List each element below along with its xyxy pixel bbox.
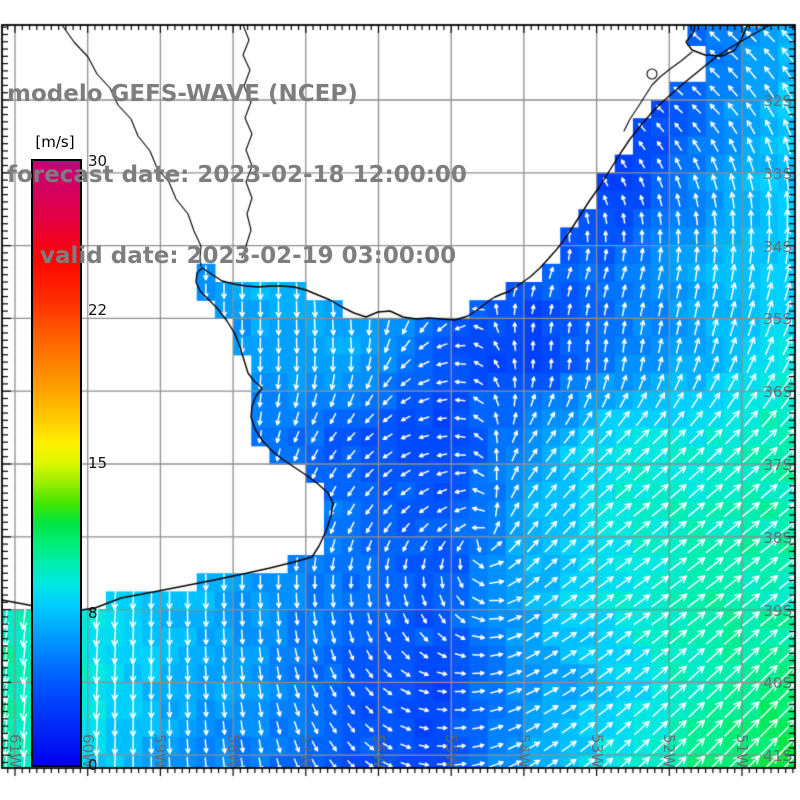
lon-label: 53W (587, 734, 606, 768)
colorbar-tick-0: 0 (88, 756, 98, 774)
colorbar-gradient (31, 159, 82, 767)
lat-label: 38S (763, 528, 792, 547)
lat-label: 40S (763, 674, 792, 693)
lat-label: 32S (763, 92, 792, 110)
colorbar-tick-8: 8 (88, 604, 98, 622)
model-title: modelo GEFS-WAVE (NCEP) (7, 81, 358, 107)
lon-label: 52W (660, 734, 679, 768)
valid-date-line: valid date: 2023-02-19 03:00:00 (40, 243, 457, 269)
lon-label: 59W (151, 734, 170, 768)
lat-label: 39S (763, 601, 792, 620)
lat-label: 37S (763, 456, 792, 474)
colorbar-tick-15: 15 (88, 454, 108, 472)
lon-label: 57W (296, 734, 315, 768)
colorbar-unit-label: [m/s] (35, 133, 75, 151)
lon-label: 61W (6, 734, 24, 768)
lat-label: 35S (763, 310, 792, 329)
title-block: modelo GEFS-WAVE (NCEP) forecast date: 2… (7, 27, 467, 324)
lon-label: 58W (224, 734, 243, 768)
lon-label: 51W (733, 734, 751, 768)
lon-label: 56W (369, 734, 388, 768)
forecast-date-line: forecast date: 2023-02-18 12:00:00 (7, 162, 467, 188)
lon-label: 54W (514, 734, 533, 768)
lat-label: 34S (763, 237, 792, 256)
lat-label: 33S (763, 164, 792, 183)
colorbar-tick-30: 30 (88, 152, 108, 170)
lat-label: 36S (763, 383, 792, 402)
lon-label: 55W (442, 734, 461, 768)
lat-label: 41S (763, 747, 792, 766)
colorbar-tick-22: 22 (88, 301, 108, 319)
